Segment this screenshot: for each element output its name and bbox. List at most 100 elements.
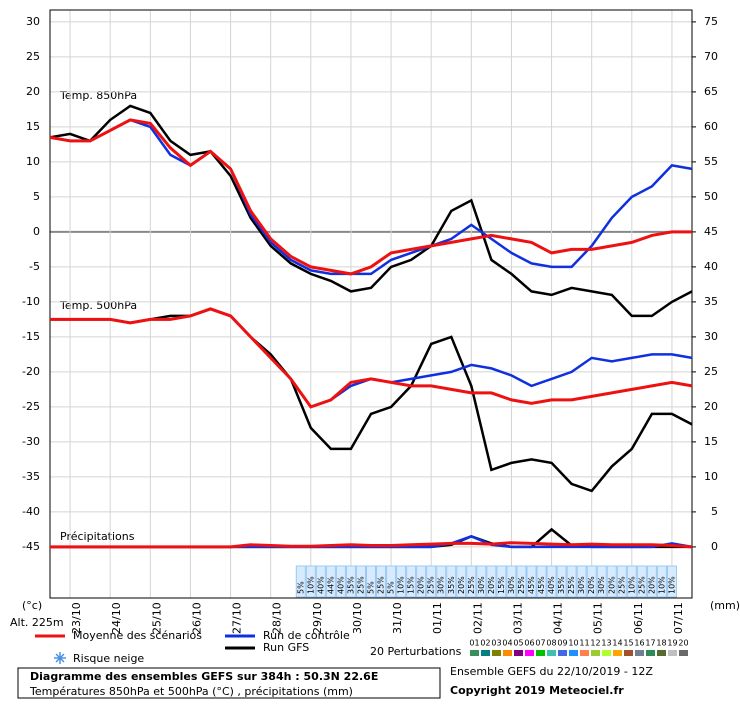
snow-risk-label: 5% xyxy=(367,581,376,594)
y-tick-label: 25 xyxy=(26,50,40,63)
snow-risk-label: 20% xyxy=(587,576,596,594)
snow-risk-label: 30% xyxy=(507,576,516,594)
perturbation-label: 08 xyxy=(546,639,556,648)
snow-risk-label: 40% xyxy=(336,576,345,594)
snow-risk-label: 40% xyxy=(316,576,325,594)
x-tick-label: 28/10 xyxy=(271,602,284,634)
snow-risk-box xyxy=(566,565,577,598)
legend-label: Moyenne des scénarios xyxy=(73,629,202,642)
snow-risk-box xyxy=(315,565,326,598)
snow-risk-label: 20% xyxy=(457,576,466,594)
snow-risk-label: 10% xyxy=(657,576,666,594)
perturbation-swatch xyxy=(514,650,523,656)
snow-risk-box xyxy=(335,565,346,598)
y2-tick-label: 15 xyxy=(704,435,718,448)
snow-risk-box xyxy=(516,565,527,598)
y-tick-label: -25 xyxy=(22,400,40,413)
perturbation-label: 17 xyxy=(645,639,655,648)
snow-risk-box xyxy=(606,565,617,598)
chart-subtitle: Températures 850hPa et 500hPa (°C) , pré… xyxy=(29,685,353,698)
snow-risk-box xyxy=(456,565,467,598)
y2-tick-label: 25 xyxy=(704,365,718,378)
snow-risk-box xyxy=(616,565,627,598)
snow-risk-label: 35% xyxy=(447,576,456,594)
plot-frame xyxy=(49,9,693,599)
snow-risk-label: 35% xyxy=(557,576,566,594)
perturbation-label: 06 xyxy=(524,639,534,648)
annotation: Temp. 500hPa xyxy=(59,299,137,312)
snow-risk-box xyxy=(325,565,336,598)
perturbation-label: 01 xyxy=(469,639,479,648)
snow-risk-label: 30% xyxy=(577,576,586,594)
perturbation-swatch xyxy=(525,650,534,656)
perturbation-swatch xyxy=(569,650,578,656)
x-tick-label: 01/11 xyxy=(431,602,444,634)
y2-tick-label: 0 xyxy=(711,540,718,553)
line-precip xyxy=(50,541,693,549)
snow-risk-box xyxy=(586,565,597,598)
perturbation-label: 02 xyxy=(480,639,490,648)
line-850 xyxy=(49,104,693,318)
snow-risk-box xyxy=(396,565,407,598)
x-tick-label: 07/11 xyxy=(672,602,685,634)
y2-tick-label: 70 xyxy=(704,50,718,63)
snow-risk-label: 25% xyxy=(377,576,386,594)
snow-risk-box xyxy=(305,565,316,598)
x-tick-label: 30/10 xyxy=(351,602,364,634)
y-tick-label: 10 xyxy=(26,155,40,168)
y2-tick-label: 55 xyxy=(704,155,718,168)
snow-risk-box xyxy=(486,565,497,598)
title-box xyxy=(17,667,441,699)
snow-risk-box xyxy=(416,565,427,598)
snow-risk-label: 30% xyxy=(437,576,446,594)
snow-risk-label: 35% xyxy=(346,576,355,594)
legend-label: Run de contrôle xyxy=(263,629,350,642)
snow-risk-label: 30% xyxy=(477,576,486,594)
annotation: Temp. 850hPa xyxy=(59,89,137,102)
snow-risk-box xyxy=(406,565,417,598)
snow-risk-label: 25% xyxy=(427,576,436,594)
perturbation-label: 10 xyxy=(568,639,578,648)
perturbation-label: 15 xyxy=(623,639,633,648)
snow-risk-box xyxy=(366,565,376,598)
snow-risk-box xyxy=(536,565,547,598)
snow-risk-box xyxy=(386,565,397,598)
annotation: Précipitations xyxy=(60,530,135,543)
y2-tick-label: 20 xyxy=(704,400,718,413)
x-tick-label: 31/10 xyxy=(391,602,404,634)
y2-tick-label: 75 xyxy=(704,15,718,28)
perturbation-label: 04 xyxy=(502,639,512,648)
y-tick-label: -20 xyxy=(22,365,40,378)
line-500 xyxy=(50,307,693,409)
snow-risk-box xyxy=(446,565,457,598)
y2-tick-label: 40 xyxy=(704,260,718,273)
perturbation-swatch xyxy=(470,650,479,656)
legend-label: Run GFS xyxy=(263,641,309,654)
snow-risk-box xyxy=(376,565,387,598)
perturbation-swatch xyxy=(613,650,622,656)
perturbation-label: 13 xyxy=(601,639,611,648)
snow-risk-box xyxy=(466,565,477,598)
y-tick-label: 20 xyxy=(26,85,40,98)
perturbation-swatch xyxy=(558,650,567,656)
y-tick-label: 0 xyxy=(33,225,40,238)
snow-risk-label: 25% xyxy=(637,576,646,594)
perturbation-swatch xyxy=(481,650,490,656)
snowflake-icon xyxy=(54,652,66,664)
perturbation-swatch xyxy=(492,650,501,656)
snow-risk-box xyxy=(576,565,587,598)
y2-tick-label: 5 xyxy=(711,505,718,518)
perturbation-label: 19 xyxy=(667,639,677,648)
perturbation-label: 12 xyxy=(590,639,600,648)
legend-label: Risque neige xyxy=(73,652,144,665)
perturbation-label: 11 xyxy=(579,639,589,648)
perturbation-label: 20 xyxy=(678,639,688,648)
snow-risk-label: 45% xyxy=(537,576,546,594)
x-tick-label: 24/10 xyxy=(110,602,123,634)
snow-risk-label: 15% xyxy=(407,576,416,594)
perturbation-label: 05 xyxy=(513,639,523,648)
snow-risk-label: 20% xyxy=(607,576,616,594)
x-tick-label: 25/10 xyxy=(150,602,163,634)
y2-tick-label: 35 xyxy=(704,295,718,308)
snow-risk-label: 20% xyxy=(487,576,496,594)
